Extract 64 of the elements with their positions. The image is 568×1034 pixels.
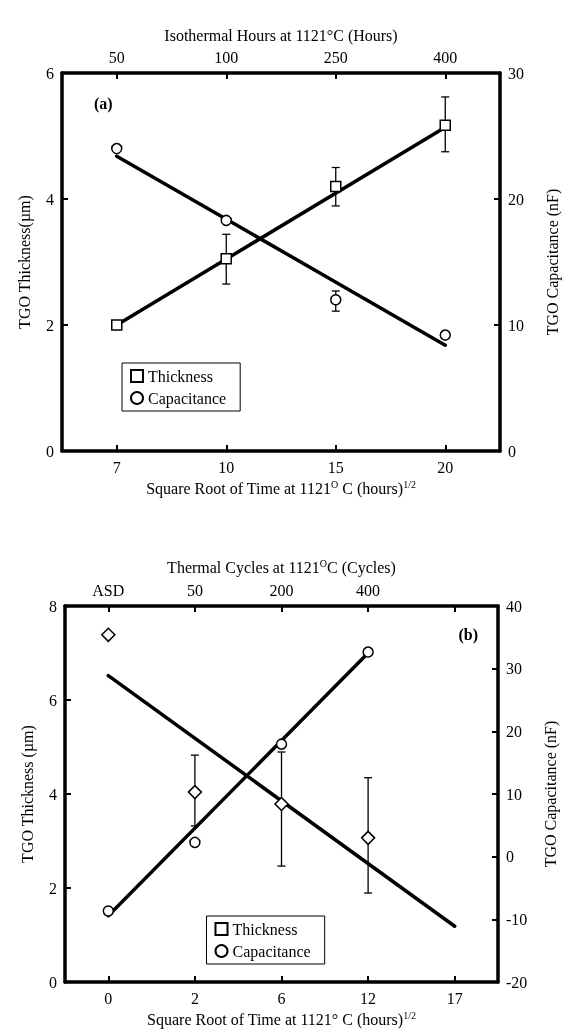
legend-label: Thickness [232,920,298,938]
point [189,836,201,849]
x-tick-label: 10 [218,458,235,476]
y-tick-label: 6 [46,64,54,82]
point [101,627,116,643]
annotation: 50 [108,48,125,66]
point [330,180,342,193]
annotation: 250 [323,48,348,66]
annotation: 200 [269,581,294,599]
point [102,905,115,917]
y-tick-label: 6 [49,691,57,709]
point [220,253,232,265]
point [111,142,123,155]
y-axis-title: TGO Thickness(µm) [15,195,34,329]
legend-label: Capacitance [148,389,227,408]
x-tick-label: 7 [112,458,121,476]
y-tick-label: 4 [46,190,54,208]
y2-tick-label: 30 [506,660,522,678]
annotation: 400 [356,581,381,599]
y2-tick-label: 30 [508,64,524,82]
legend-label: Capacitance [232,942,311,961]
x-tick-label: 20 [437,458,454,476]
x-tick-label: 0 [104,989,113,1007]
point [330,294,342,306]
y2-axis-title: TGO Capacitance (nF) [543,188,562,336]
point [275,738,288,750]
point [274,796,289,812]
y2-tick-label: 40 [506,597,522,615]
y-tick-label: 0 [49,973,57,991]
point [360,830,376,846]
y2-tick-label: 20 [506,722,522,740]
x-tick-label: 2 [190,989,199,1007]
y2-tick-label: 10 [508,316,524,334]
point [187,784,203,800]
point [111,319,123,331]
x-tick-label: 6 [277,989,286,1007]
annotation: 50 [186,581,203,599]
point [362,646,374,658]
y2-tick-label: 0 [506,848,514,866]
y-tick-label: 2 [49,879,57,897]
y-tick-label: 4 [49,785,57,803]
y-tick-label: 2 [46,316,54,334]
y-tick-label: 8 [49,597,57,615]
y2-axis-title: TGO Capacitance (nF) [541,720,560,868]
x-tick-label: 17 [446,989,463,1007]
point [439,329,451,341]
annotation: 400 [433,48,458,66]
y2-tick-label: 20 [508,190,524,208]
legend-label: Thickness [148,367,213,385]
y-tick-label: 0 [46,442,54,460]
annotation: (b) [458,625,479,644]
x2-axis-title: Isothermal Hours at 1121°C (Hours) [164,26,398,45]
x-tick-label: 15 [327,458,344,476]
x-tick-label: 12 [360,989,377,1007]
annotation: (a) [94,94,113,113]
y2-tick-label: -20 [506,973,528,991]
point [220,214,232,227]
y2-tick-label: 10 [506,785,522,803]
point [439,119,451,132]
y2-tick-label: 0 [508,442,516,460]
annotation: ASD [92,581,125,599]
annotation: 100 [214,48,239,66]
y-axis-title: TGO Thickness (µm) [18,725,37,863]
y2-tick-label: -10 [506,910,528,928]
